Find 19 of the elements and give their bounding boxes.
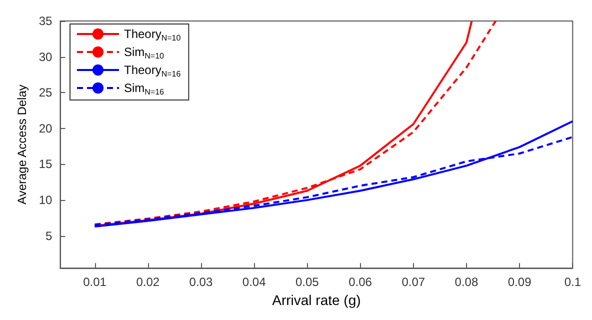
y-axis-title: Average Access Delay bbox=[15, 84, 29, 204]
x-tick-label: 0.05 bbox=[295, 275, 320, 290]
x-axis-title: Arrival rate (g) bbox=[272, 292, 361, 308]
y-tick-label: 35 bbox=[38, 14, 53, 28]
y-tick-label: 10 bbox=[38, 193, 53, 208]
x-tick-label: 0.02 bbox=[136, 275, 160, 290]
y-tick-label: 30 bbox=[38, 50, 53, 64]
x-tick-label: 0.06 bbox=[348, 275, 372, 290]
y-tick-label: 20 bbox=[38, 121, 53, 136]
x-tick-label: 0.07 bbox=[402, 275, 426, 290]
y-tick-label: 5 bbox=[46, 228, 53, 243]
y-tick-label: 15 bbox=[38, 157, 53, 172]
x-tick-label: 0.04 bbox=[242, 275, 266, 290]
x-tick-label: 0.03 bbox=[189, 275, 213, 290]
x-tick-label: 0.01 bbox=[83, 275, 107, 290]
x-tick-label: 0.09 bbox=[508, 275, 532, 290]
y-tick-label: 25 bbox=[38, 86, 53, 100]
x-tick-label: 0.08 bbox=[454, 275, 478, 290]
x-tick-label: 0.1 bbox=[564, 275, 582, 290]
